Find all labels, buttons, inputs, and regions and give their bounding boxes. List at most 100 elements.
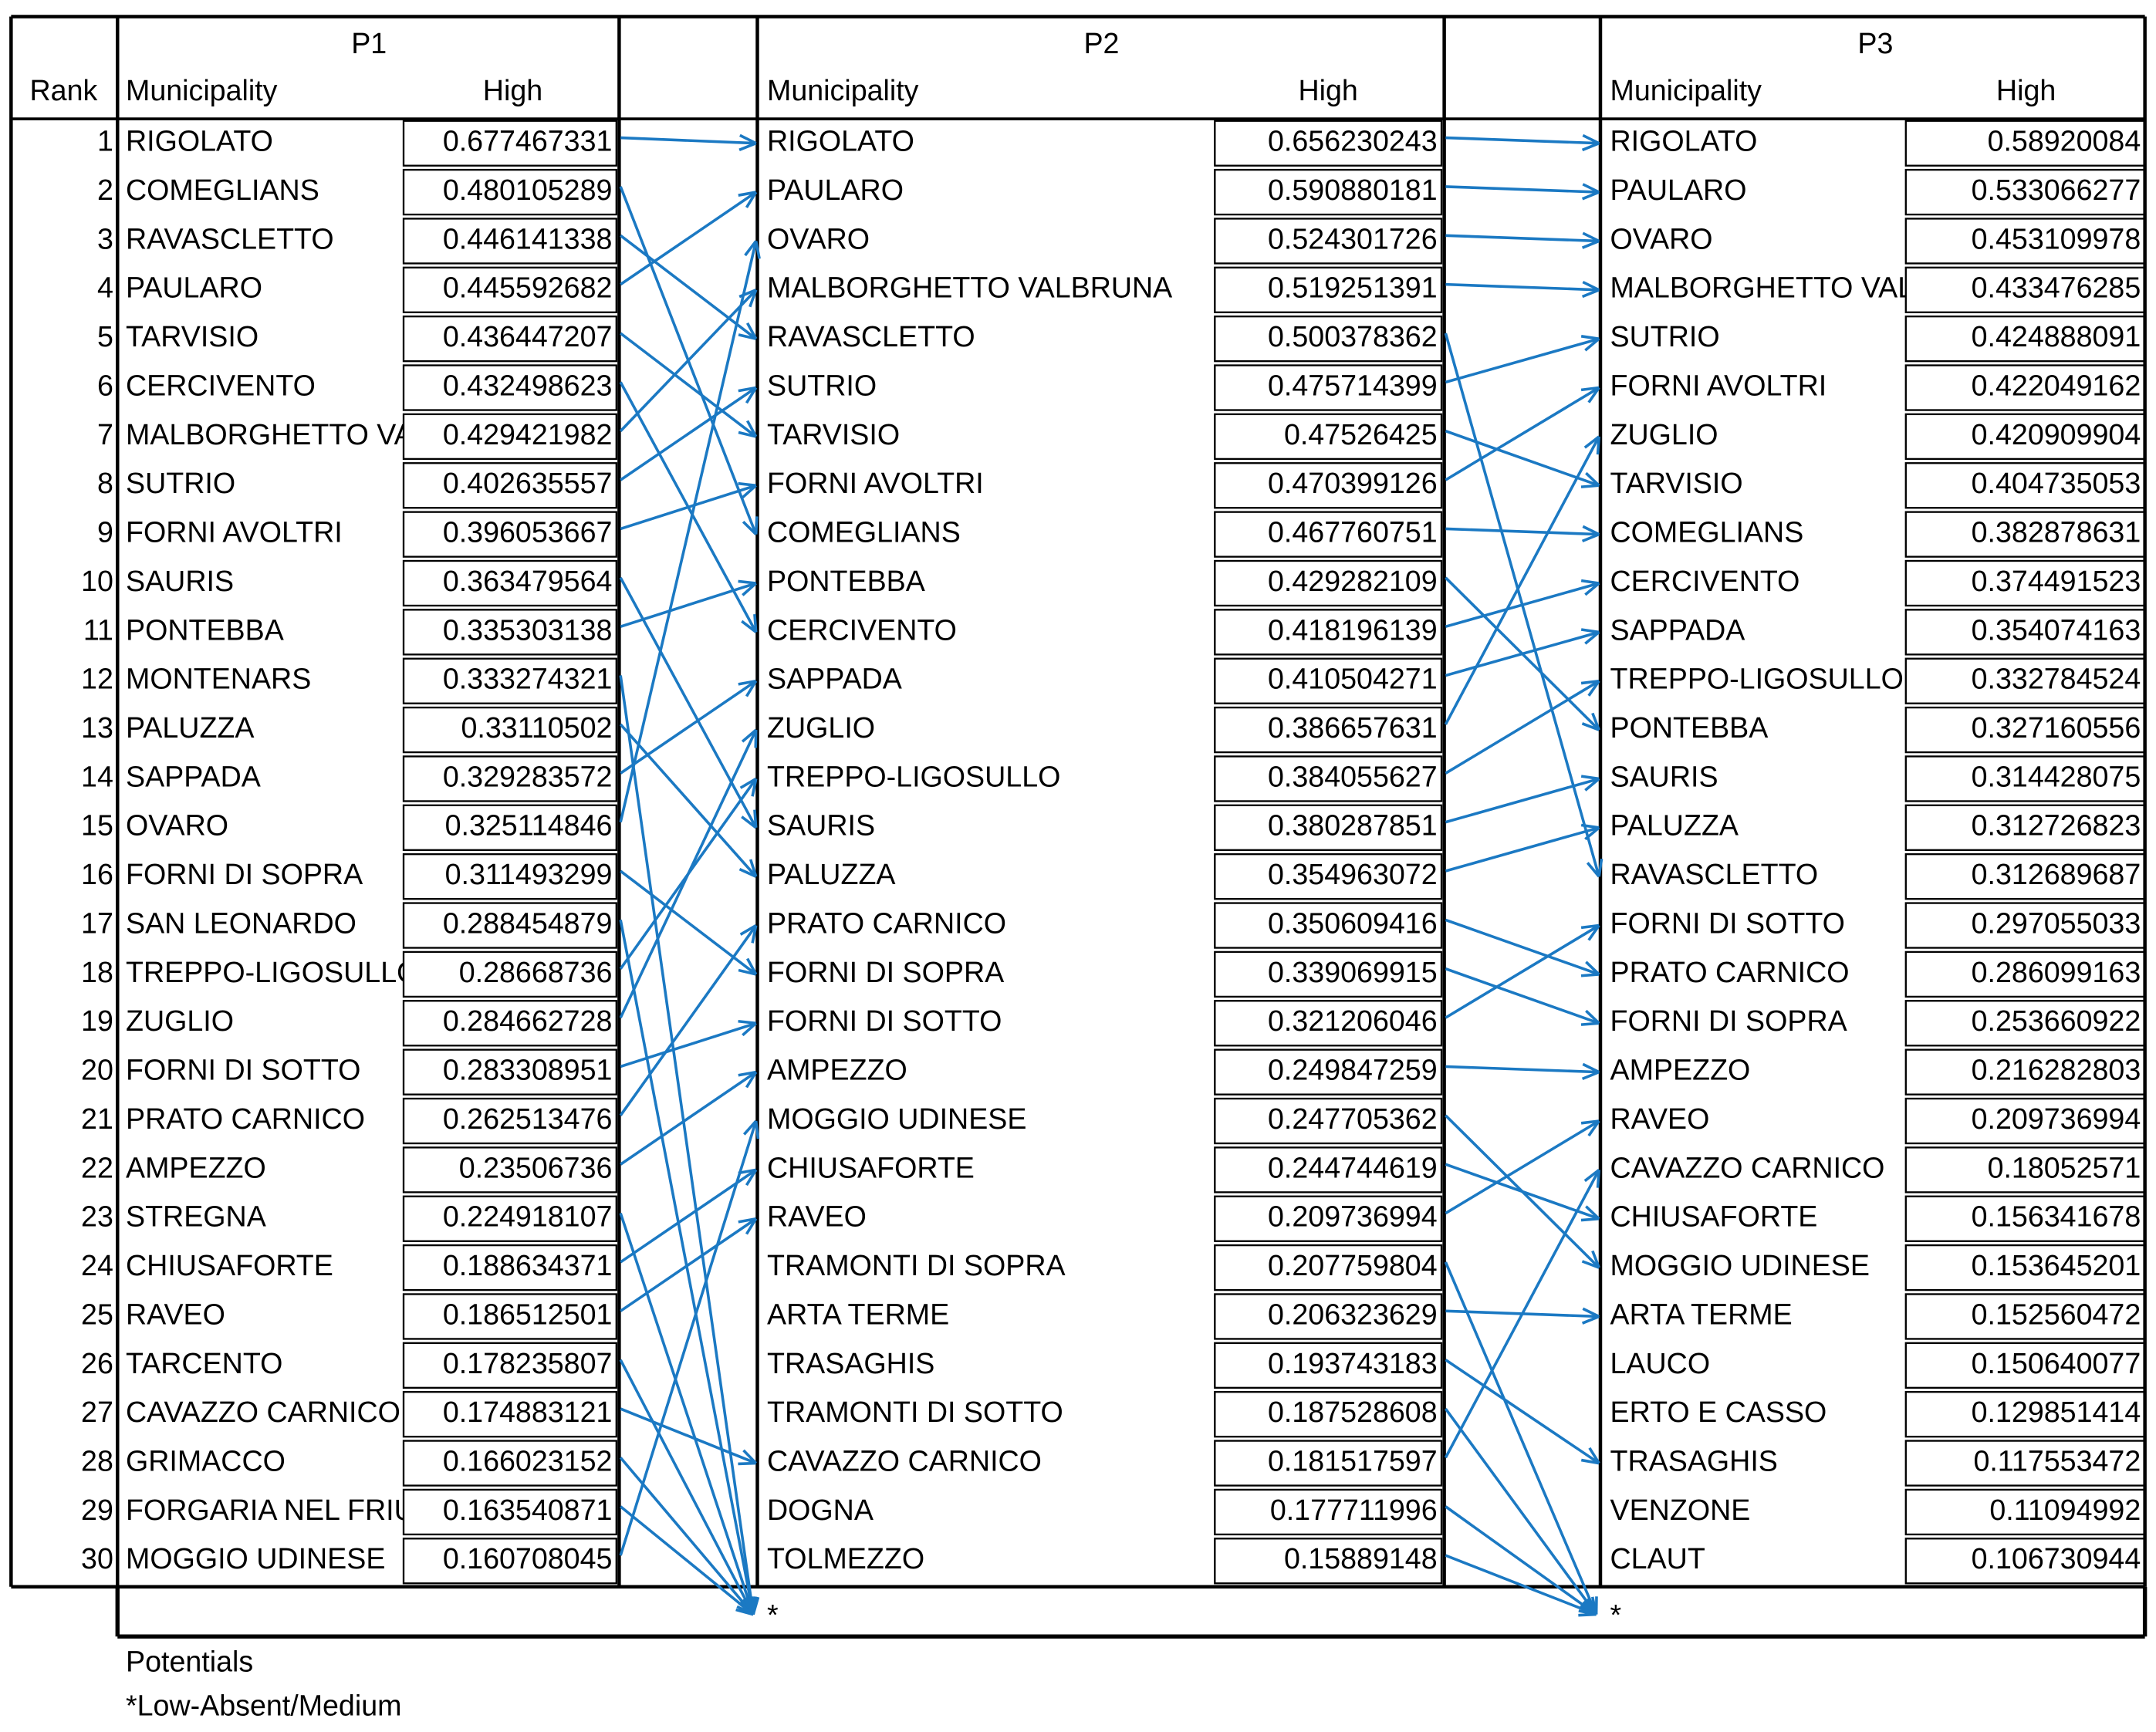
arrow-head [1582,231,1600,243]
arrow [620,1407,757,1465]
value: 0.524301726 [1268,222,1438,255]
value: 0.480105289 [443,174,613,206]
arrow-head [1583,1600,1597,1616]
value-cell [1214,1440,1443,1487]
municipality: TARCENTO [126,1347,282,1379]
other-marker: * [767,1599,779,1631]
arrow-head [738,1070,757,1077]
arrow-head [753,614,758,633]
value-cell [1214,902,1443,949]
municipality: TARVISIO [126,320,259,353]
value: 0.404735053 [1972,467,2141,499]
value: 0.475714399 [1268,369,1438,401]
value-cell [402,266,617,313]
arrow [1445,582,1600,628]
value: 0.350609416 [1268,907,1438,939]
rank: 17 [81,907,113,939]
arrow-head [1585,1009,1600,1025]
municipality: MOGGIO UDINESE [767,1102,1026,1135]
value-cell [1904,609,2146,656]
arrow-head [745,957,758,975]
value-cell [1904,1195,2146,1242]
arrow [1444,1261,1598,1616]
arrow-head [1591,712,1600,731]
value: 0.446141338 [443,222,613,255]
rank: 3 [97,222,113,255]
arrow [620,484,757,531]
municipality: PAULARO [126,272,262,304]
arrow-head [1580,335,1600,340]
arrow [619,241,758,823]
municipality: DOGNA [767,1494,874,1526]
value: 0.156341678 [1972,1200,2141,1233]
arrow-head [745,420,758,437]
municipality: CAVAZZO CARNICO [767,1445,1042,1477]
arrow-head [1580,628,1600,634]
arrow-head [742,582,757,596]
value: 0.106730944 [1972,1542,2141,1575]
arrow-head [1585,961,1600,976]
municipality: FORNI AVOLTRI [126,516,343,549]
value-cell [1214,413,1443,461]
value-cell [1214,706,1443,754]
rank: 19 [81,1004,113,1037]
rank: 16 [81,858,113,890]
value: 0.247705362 [1268,1102,1438,1135]
value: 0.363479564 [443,565,613,597]
column-header: High [1298,74,1357,106]
value-cell [402,413,617,461]
rank: 23 [81,1200,113,1233]
municipality: RAVASCLETTO [126,222,334,255]
municipality: FORNI AVOLTRI [1610,369,1827,401]
value: 0.656230243 [1268,125,1438,157]
rank: 22 [81,1151,113,1183]
arrow-head [1581,289,1600,299]
arrow-head [745,1071,758,1089]
rank: 4 [97,272,113,304]
arrow-head [739,133,757,145]
value: 0.422049162 [1972,369,2141,401]
arrow [620,680,757,775]
value: 0.327160556 [1972,711,2141,744]
value: 0.33110502 [461,711,613,744]
value-cell [1214,1391,1443,1438]
municipality: FORNI DI SOPRA [1610,1004,1848,1037]
value: 0.436447207 [443,320,613,353]
municipality: PAULARO [1610,174,1747,206]
value-cell [1904,1293,2146,1340]
value-cell [402,559,617,607]
value: 0.262513476 [443,1102,613,1135]
rank: 2 [97,174,113,206]
arrow-head [1581,191,1600,201]
municipality: CERCIVENTO [767,613,957,646]
municipality: CAVAZZO CARNICO [126,1396,400,1428]
arrow-head [735,1608,754,1616]
value: 0.314428075 [1972,760,2141,792]
value: 0.174883121 [443,1396,613,1428]
value-cell [1214,755,1443,802]
arrow [1445,924,1600,1019]
rank: 29 [81,1494,113,1526]
arrow [619,729,758,1018]
arrow-head [1580,484,1600,488]
arrow-head [1596,1170,1600,1188]
value: 0.283308951 [443,1054,613,1086]
value: 0.429282109 [1268,565,1438,597]
value: 0.188634371 [443,1249,613,1281]
value-cell [1214,266,1443,313]
municipality: PRATO CARNICO [126,1102,365,1135]
rank: 9 [97,516,113,549]
value: 0.382878631 [1972,516,2141,549]
value-cell [402,1146,617,1193]
arrow-head [751,925,758,944]
value: 0.253660922 [1972,1004,2141,1037]
arrow [619,924,758,1116]
rank: 18 [81,956,113,988]
arrow [619,675,755,1615]
value: 0.244744619 [1268,1151,1438,1183]
value: 0.181517597 [1268,1445,1438,1477]
value-cell [402,853,617,900]
arrow-head [754,241,761,259]
value: 0.354963072 [1268,858,1438,890]
